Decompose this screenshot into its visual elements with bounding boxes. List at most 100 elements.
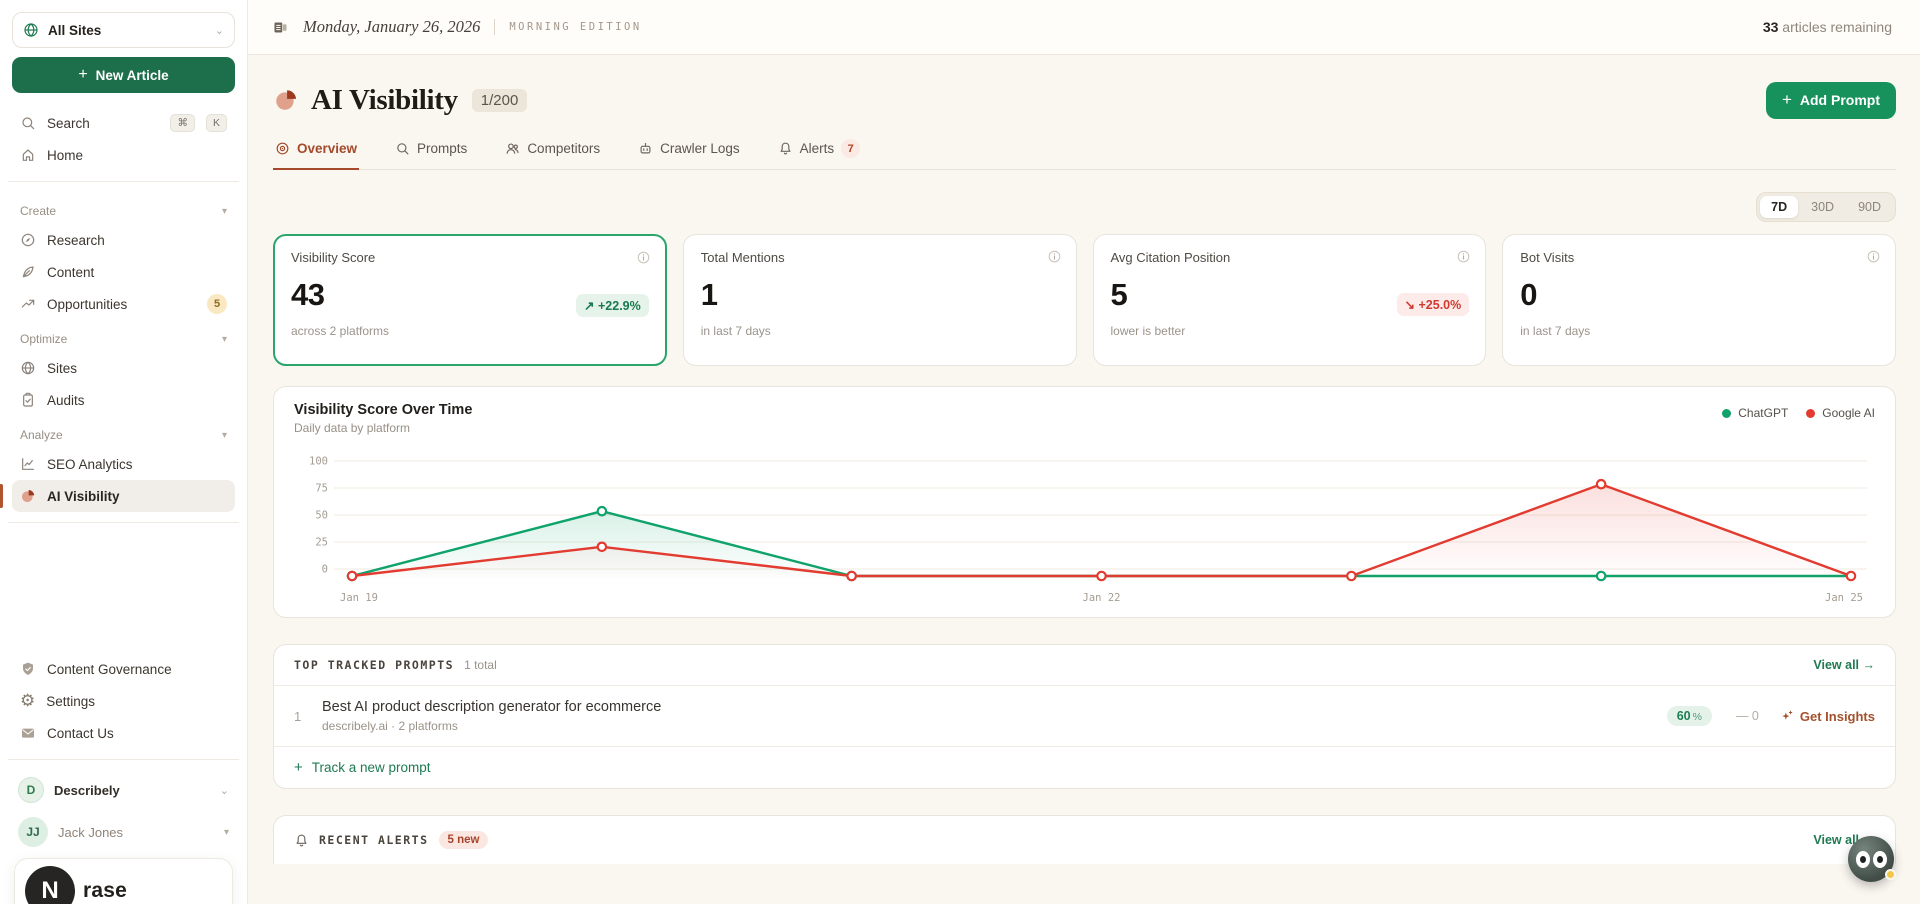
avatar: JJ	[18, 817, 48, 847]
prompt-main: Best AI product description generator fo…	[322, 699, 1651, 733]
legend-label: Google AI	[1822, 406, 1875, 420]
sidebar-bottom-group: Content Governance ⚙ Settings Contact Us…	[8, 653, 239, 904]
articles-remaining: 33 articles remaining	[1763, 19, 1892, 35]
sidebar-item-contact-us[interactable]: Contact Us	[12, 717, 235, 749]
brand-card: N rase	[14, 858, 233, 904]
sidebar-section-create[interactable]: Create ▾	[20, 204, 227, 218]
chart-title: Visibility Score Over Time	[294, 402, 473, 418]
new-article-button[interactable]: + New Article	[12, 57, 235, 93]
newspaper-icon	[272, 19, 289, 36]
prompt-row[interactable]: 1 Best AI product description generator …	[274, 686, 1895, 747]
chevron-down-icon: ▾	[223, 826, 229, 838]
site-selector[interactable]: All Sites ⌄	[12, 12, 235, 48]
compass-icon	[20, 232, 36, 248]
info-icon[interactable]	[1047, 249, 1062, 264]
stat-subtitle: across 2 platforms	[291, 324, 390, 338]
tab-crawler-logs[interactable]: Crawler Logs	[636, 133, 742, 169]
sidebar-section-optimize[interactable]: Optimize ▾	[20, 332, 227, 346]
page-content: AI Visibility 1/200 + Add Prompt Overvie…	[248, 55, 1920, 904]
legend-dot	[1806, 408, 1816, 418]
pie-chart-icon	[273, 87, 299, 113]
sidebar-item-content[interactable]: Content	[12, 256, 235, 288]
range-7d-button[interactable]: 7D	[1760, 196, 1799, 218]
chart-header: Visibility Score Over Time Daily data by…	[294, 402, 1875, 435]
assistant-owl-widget[interactable]	[1848, 836, 1896, 882]
svg-text:Jan 25: Jan 25	[1825, 592, 1863, 604]
add-prompt-button[interactable]: + Add Prompt	[1765, 81, 1896, 119]
tab-prompts[interactable]: Prompts	[393, 133, 469, 169]
search-icon	[20, 115, 36, 131]
home-icon	[20, 147, 36, 163]
sidebar-item-search[interactable]: Search ⌘ K	[12, 107, 235, 139]
chart-legend: ChatGPT Google AI	[1722, 402, 1875, 420]
stat-title: Bot Visits	[1520, 250, 1575, 265]
new-article-label: New Article	[95, 67, 169, 83]
sidebar-item-label: Research	[47, 232, 105, 248]
date-range-selector: 7D 30D 90D	[1756, 192, 1896, 222]
user-name: Jack Jones	[58, 824, 124, 840]
track-new-prompt-button[interactable]: + Track a new prompt	[274, 747, 1895, 788]
range-30d-button[interactable]: 30D	[1800, 196, 1845, 218]
stat-subtitle: in last 7 days	[700, 324, 771, 338]
line-chart-icon	[20, 456, 36, 472]
sidebar-item-home[interactable]: Home	[12, 139, 235, 171]
workspace-selector[interactable]: D Describely ⌄	[12, 770, 235, 810]
info-icon[interactable]	[1456, 249, 1471, 264]
info-icon[interactable]	[1866, 249, 1881, 264]
page-title: AI Visibility	[311, 83, 458, 116]
sidebar-item-ai-visibility[interactable]: AI Visibility	[0, 480, 235, 512]
sidebar-section-analyze[interactable]: Analyze ▾	[20, 428, 227, 442]
stat-card-visibility-score[interactable]: Visibility Score 43 ↗ +22.9% across 2 pl…	[273, 234, 667, 366]
info-icon[interactable]	[636, 250, 651, 265]
stat-title: Avg Citation Position	[1110, 250, 1231, 265]
tab-alerts[interactable]: Alerts 7	[776, 133, 863, 169]
plus-icon: +	[1781, 90, 1792, 109]
sidebar-item-content-governance[interactable]: Content Governance	[12, 653, 235, 685]
stat-value: 0	[1520, 277, 1537, 312]
tab-overview[interactable]: Overview	[273, 133, 360, 170]
clipboard-check-icon	[20, 392, 36, 408]
sidebar-item-label: Content	[47, 264, 95, 280]
sidebar: All Sites ⌄ + New Article Search ⌘ K Hom…	[0, 0, 248, 904]
sidebar-item-label: Contact Us	[47, 725, 114, 741]
get-insights-button[interactable]: Get Insights	[1779, 709, 1875, 724]
sidebar-item-seo-analytics[interactable]: SEO Analytics	[12, 448, 235, 480]
range-row: 7D 30D 90D	[273, 192, 1896, 222]
sidebar-item-settings[interactable]: ⚙ Settings	[12, 685, 235, 717]
eye-icon	[275, 141, 290, 156]
track-new-prompt-label: Track a new prompt	[311, 760, 431, 775]
sidebar-item-label: Content Governance	[47, 661, 172, 677]
sidebar-item-label: Search	[47, 115, 90, 131]
range-90d-button[interactable]: 90D	[1847, 196, 1892, 218]
stat-change-badge: ↗ +22.9%	[576, 294, 649, 317]
stat-card-bot-visits[interactable]: Bot Visits 0 in last 7 days	[1502, 234, 1896, 366]
stat-card-total-mentions[interactable]: Total Mentions 1 in last 7 days	[682, 234, 1077, 366]
visibility-line-chart[interactable]: 0 25 50 75 100 Jan 19 Jan 22 Jan 25	[294, 435, 1875, 607]
visibility-chart-card: Visibility Score Over Time Daily data by…	[273, 386, 1896, 618]
tab-competitors[interactable]: Competitors	[503, 133, 602, 169]
svg-text:25: 25	[315, 537, 328, 549]
plus-icon: +	[78, 66, 88, 83]
tab-label: Crawler Logs	[660, 141, 740, 156]
user-menu[interactable]: JJ Jack Jones ▾	[12, 810, 235, 854]
site-selector-label: All Sites	[48, 22, 102, 38]
k-key-badge: K	[205, 113, 227, 133]
chevron-down-icon: ▾	[221, 205, 227, 217]
svg-text:Jan 19: Jan 19	[340, 592, 378, 604]
sidebar-item-label: AI Visibility	[47, 488, 120, 504]
stat-subtitle: lower is better	[1110, 324, 1186, 338]
alerts-count-badge: 7	[841, 139, 861, 158]
get-insights-label: Get Insights	[1799, 708, 1875, 724]
prompt-score-unit: %	[1692, 711, 1702, 723]
divider	[8, 181, 239, 182]
prompts-view-all-link[interactable]: View all →	[1813, 658, 1875, 672]
sidebar-item-opportunities[interactable]: Opportunities 5	[12, 288, 235, 320]
legend-item-chatgpt: ChatGPT	[1722, 406, 1788, 420]
svg-text:Jan 22: Jan 22	[1083, 592, 1121, 604]
sidebar-item-research[interactable]: Research	[12, 224, 235, 256]
stat-card-avg-citation-position[interactable]: Avg Citation Position 5 ↘ +25.0% lower i…	[1092, 234, 1487, 366]
sidebar-item-sites[interactable]: Sites	[12, 352, 235, 384]
sidebar-item-audits[interactable]: Audits	[12, 384, 235, 416]
divider	[494, 19, 496, 35]
legend-label: ChatGPT	[1738, 406, 1789, 420]
